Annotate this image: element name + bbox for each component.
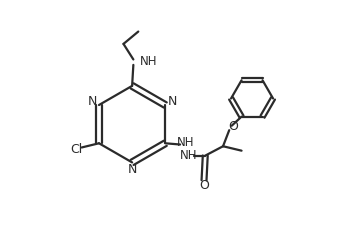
Text: NH: NH [180, 149, 197, 162]
Text: N: N [167, 94, 177, 108]
Text: N: N [87, 94, 97, 108]
Text: O: O [229, 120, 238, 133]
Text: NH: NH [177, 136, 195, 149]
Text: N: N [127, 163, 137, 176]
Text: Cl: Cl [70, 143, 82, 156]
Text: NH: NH [139, 55, 157, 68]
Text: O: O [199, 179, 209, 192]
